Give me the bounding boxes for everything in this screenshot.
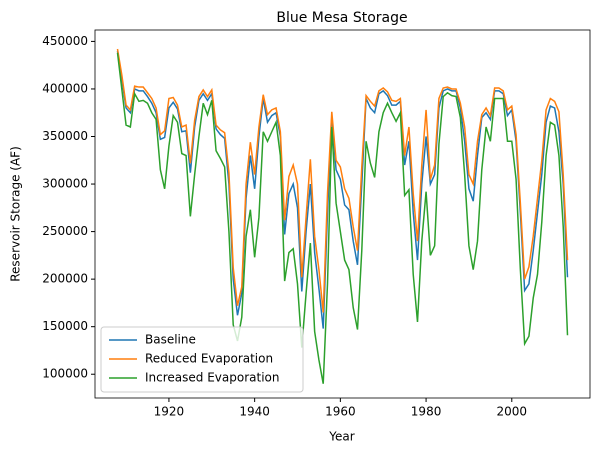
- legend-label: Reduced Evaporation: [145, 352, 273, 366]
- series-line: [116, 50, 569, 329]
- x-tick-label: 2000: [497, 405, 528, 419]
- x-tick-label: 1940: [239, 405, 270, 419]
- y-tick-label: 400000: [42, 81, 88, 95]
- x-axis-label: Year: [328, 430, 354, 444]
- series-line: [116, 52, 569, 384]
- legend-label: Increased Evaporation: [145, 371, 279, 385]
- legend-box: [100, 326, 304, 393]
- x-tick-label: 1960: [325, 405, 356, 419]
- chart-title: Blue Mesa Storage: [276, 10, 407, 26]
- y-tick-label: 100000: [42, 367, 88, 381]
- y-tick-label: 450000: [42, 34, 88, 48]
- y-axis-label: Reservoir Storage (AF): [9, 146, 23, 282]
- y-tick-label: 200000: [42, 272, 88, 286]
- x-tick-label: 1920: [154, 405, 185, 419]
- y-tick-label: 150000: [42, 319, 88, 333]
- x-tick-label: 1980: [411, 405, 442, 419]
- series-line: [116, 48, 569, 313]
- y-tick-label: 300000: [42, 177, 88, 191]
- y-tick-label: 350000: [42, 129, 88, 143]
- plot-frame: [94, 29, 591, 399]
- legend-label: Baseline: [145, 333, 196, 347]
- y-tick-label: 250000: [42, 224, 88, 238]
